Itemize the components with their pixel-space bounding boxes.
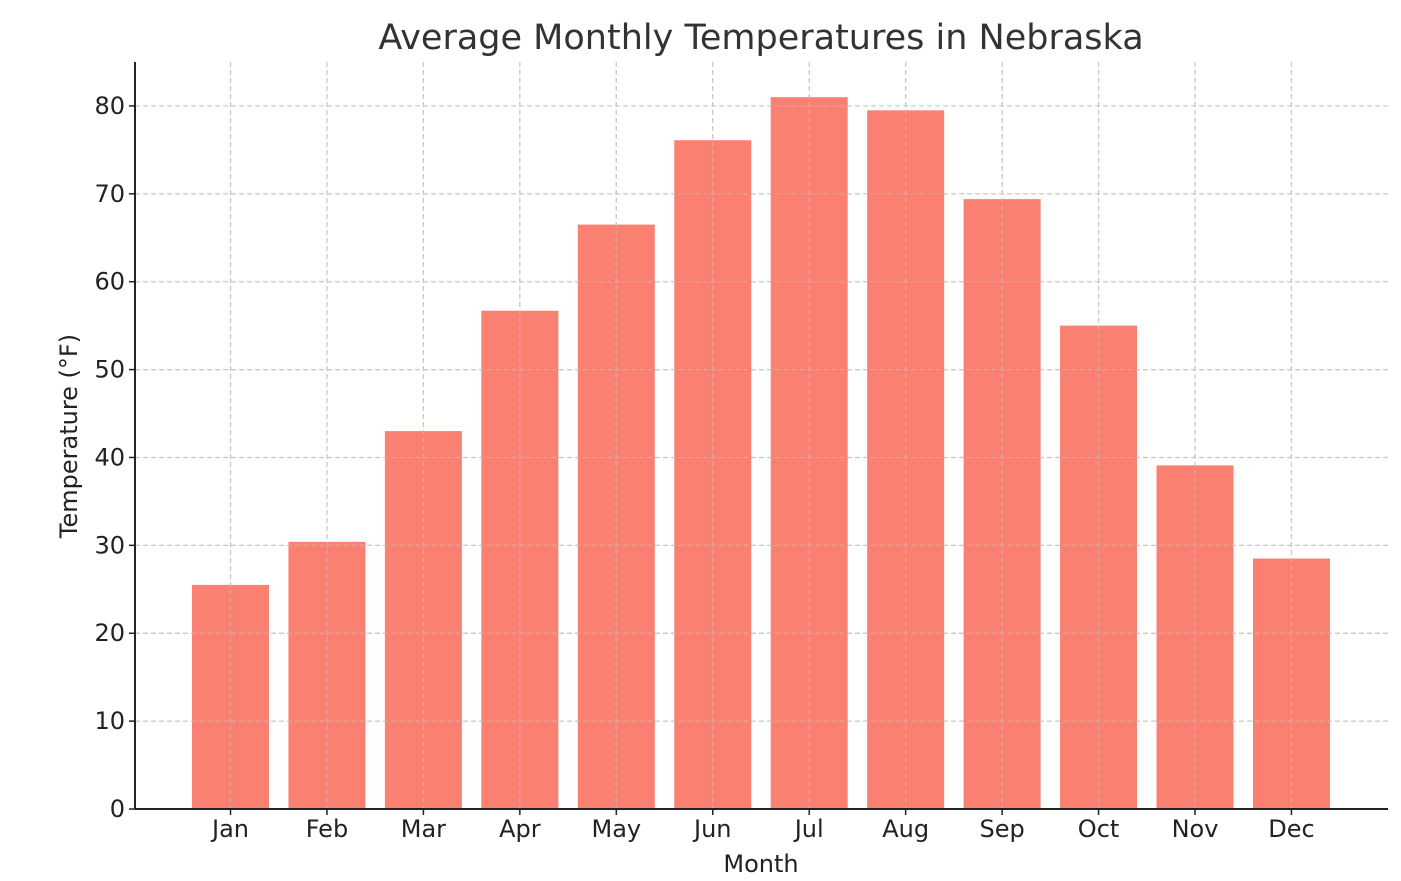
- x-tick-label: Aug: [882, 815, 929, 843]
- bar-dec: [1252, 558, 1330, 809]
- y-tick-label: 80: [94, 92, 125, 120]
- axes: [134, 62, 1388, 810]
- x-tick-label: Sep: [979, 815, 1024, 843]
- bar-nov: [1156, 465, 1234, 809]
- x-tick-label: Nov: [1172, 815, 1219, 843]
- y-tick-label: 40: [94, 443, 125, 471]
- x-tick-label: Apr: [499, 815, 541, 843]
- x-tick-label: May: [591, 815, 641, 843]
- x-tick-label: Jan: [210, 815, 249, 843]
- x-tick-label: Oct: [1078, 815, 1120, 843]
- x-ticks: Jan Feb Mar Apr May Jun Jul Aug Sep Oct Nov Dec: [210, 809, 1315, 843]
- y-tick-label: 10: [94, 707, 125, 735]
- bars: [192, 97, 1330, 810]
- x-tick-label: Jul: [793, 815, 824, 843]
- y-axis-label: Temperature (°F): [55, 334, 83, 539]
- x-tick-label: Jun: [692, 815, 732, 843]
- x-axis-label: Month: [723, 850, 798, 878]
- x-tick-label: Dec: [1268, 815, 1314, 843]
- y-tick-label: 20: [94, 619, 125, 647]
- y-ticks: 0 10 20 30 40 50 60 70 80: [94, 92, 135, 823]
- y-tick-label: 0: [110, 795, 125, 823]
- x-tick-label: Mar: [401, 815, 446, 843]
- y-tick-label: 60: [94, 268, 125, 296]
- y-tick-label: 50: [94, 356, 125, 384]
- y-tick-label: 70: [94, 180, 125, 208]
- chart-title: Average Monthly Temperatures in Nebraska: [378, 18, 1143, 58]
- grid-lines-overlay: [135, 62, 1388, 810]
- y-tick-label: 30: [94, 531, 125, 559]
- x-tick-label: Feb: [306, 815, 349, 843]
